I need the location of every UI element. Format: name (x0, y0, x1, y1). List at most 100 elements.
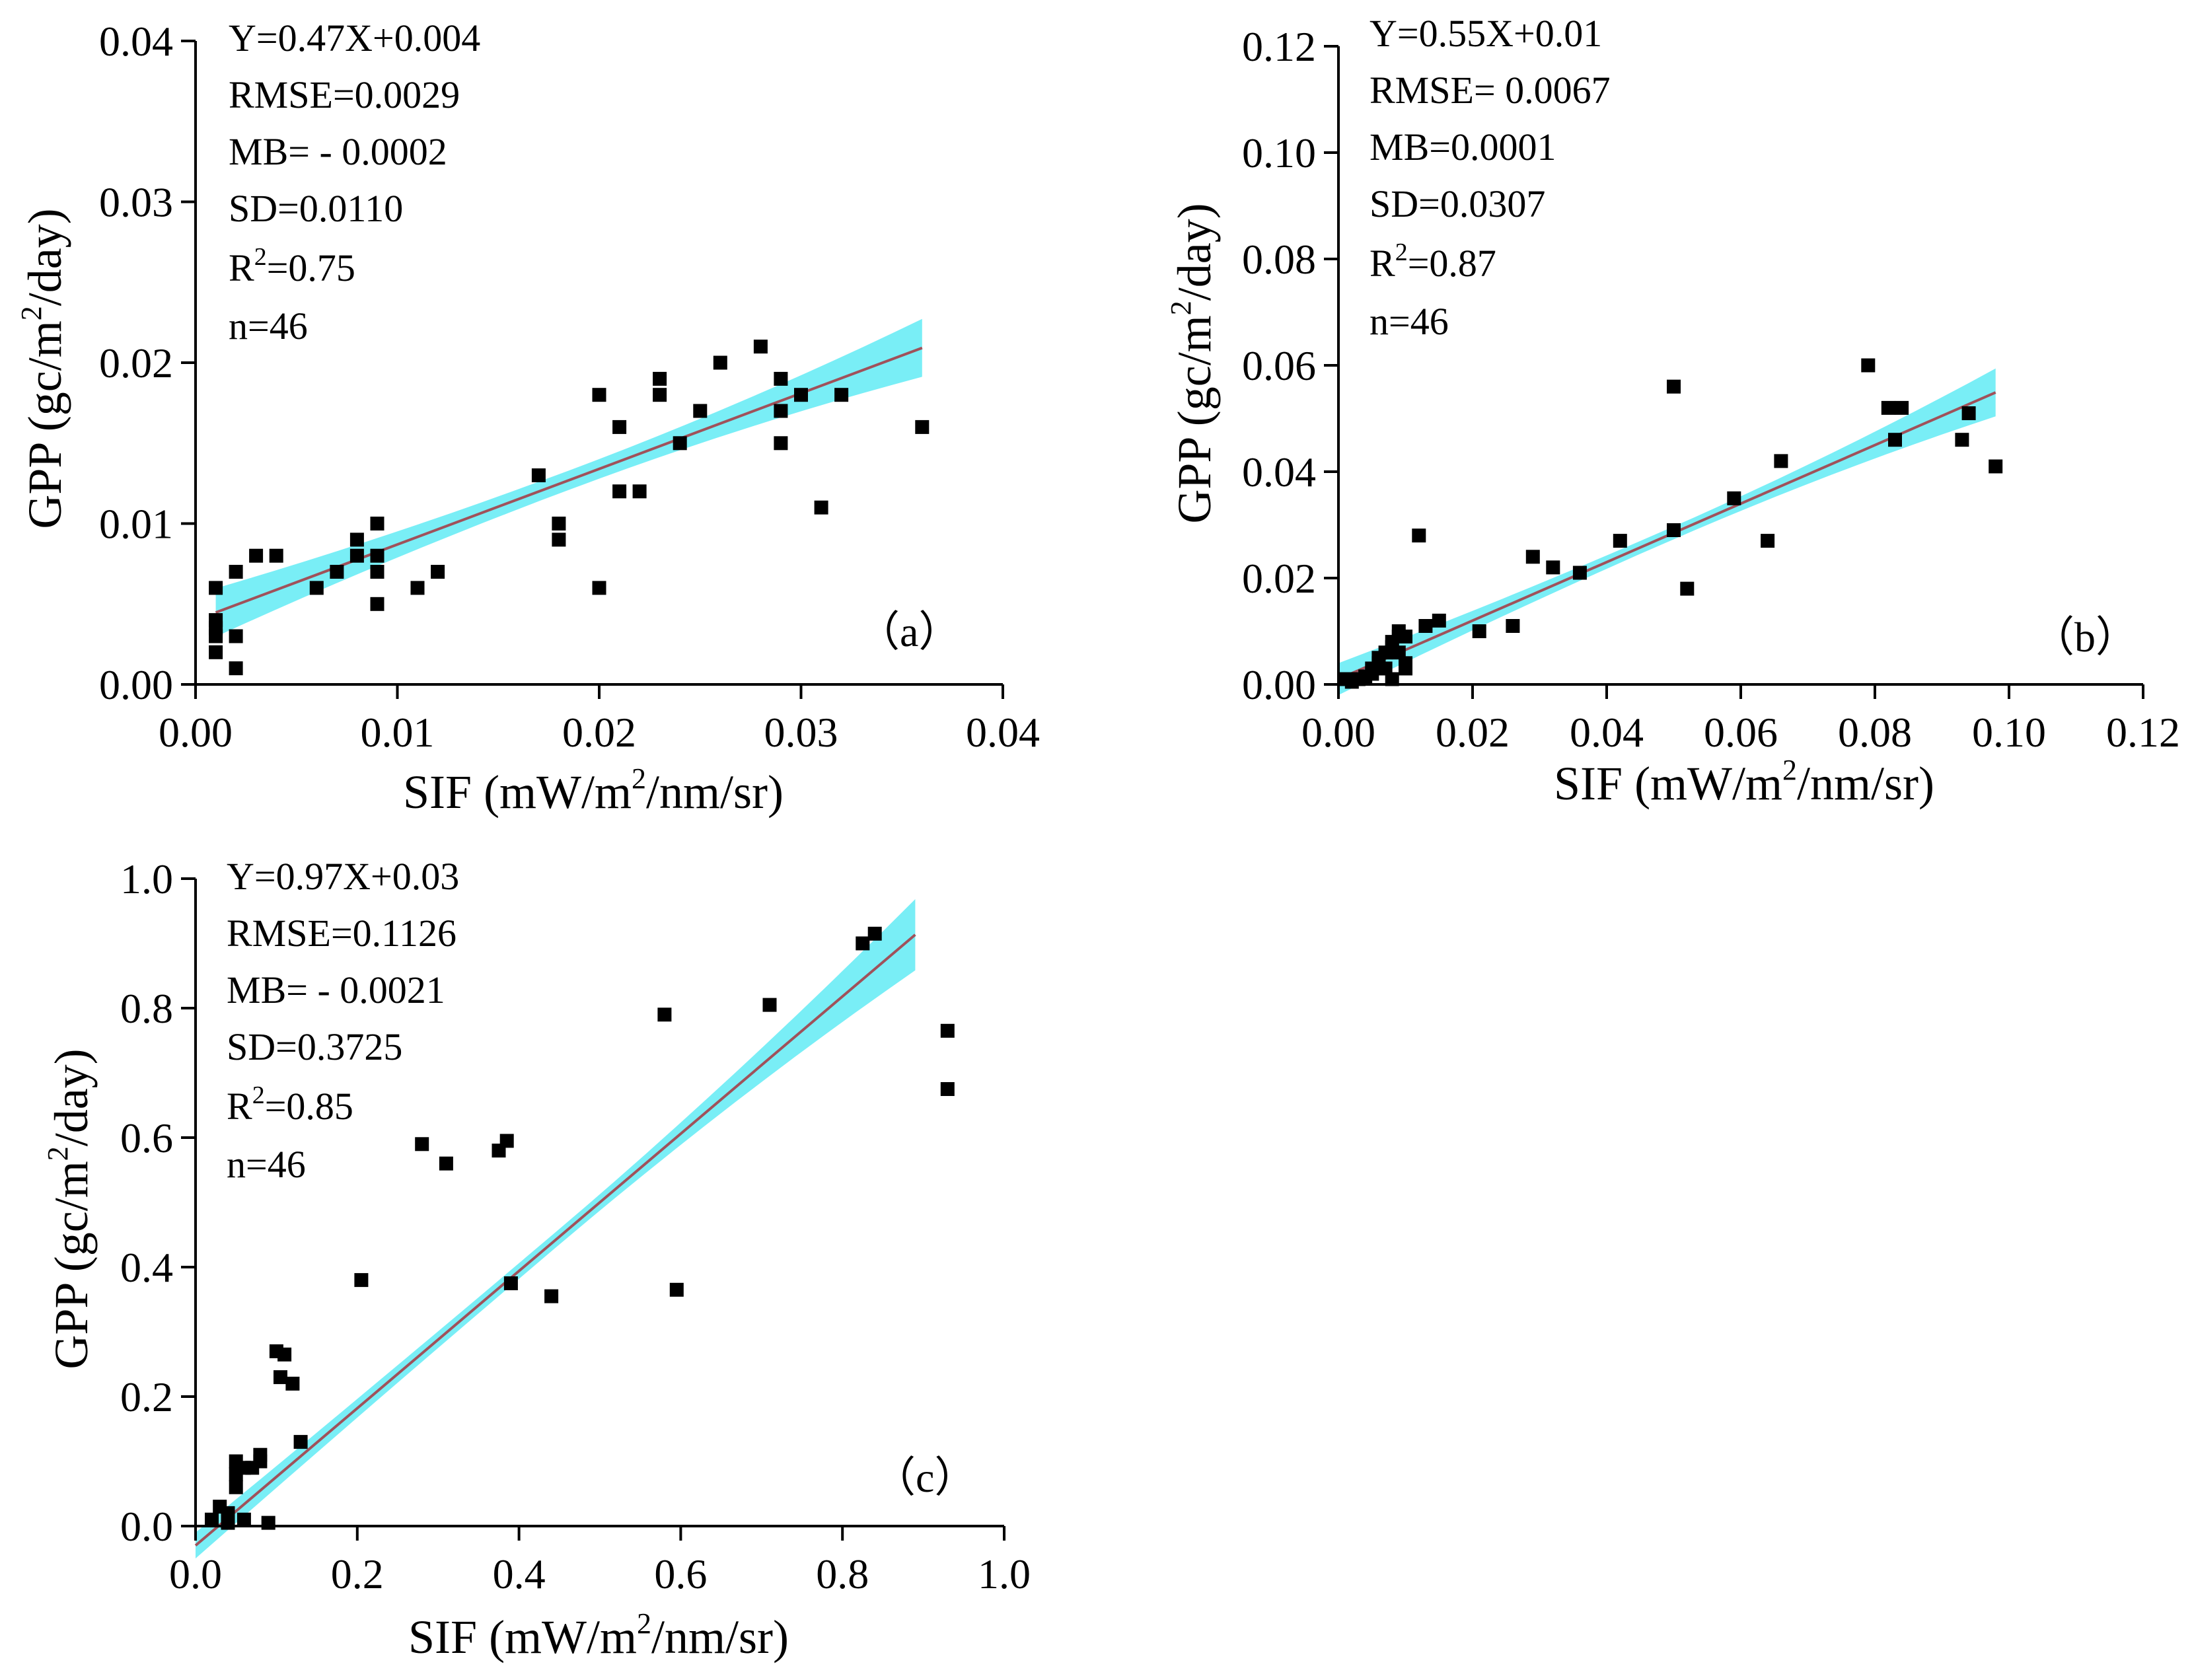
data-point (774, 404, 788, 418)
stats-block: Y=0.97X+0.03 RMSE=0.1126 MB= - 0.0021 SD… (227, 855, 459, 1186)
stat-r2: R2=0.87 (1370, 238, 1496, 285)
x-axis-title: SIF (mW/m2/nm/sr) (403, 762, 784, 819)
stat-r2-value: =0.87 (1408, 242, 1496, 285)
data-point (1546, 560, 1560, 575)
x-axis-title-sup: 2 (1782, 754, 1797, 786)
stats-block: Y=0.55X+0.01 RMSE= 0.0067 MB=0.0001 SD=0… (1370, 12, 1611, 343)
data-point (653, 388, 667, 402)
stat-r2-sup: 2 (254, 243, 267, 271)
data-point (544, 1289, 559, 1303)
data-point (552, 532, 566, 547)
panel-c: 0.0 0.2 0.4 0.6 0.8 1.0 0.0 0.2 0.4 0.6 0.8 1.0 （c）… (42, 855, 1031, 1663)
data-point (940, 1023, 955, 1038)
x-tick-label: 0.04 (1570, 709, 1644, 756)
data-point (762, 998, 777, 1012)
data-point (753, 340, 768, 354)
y-tick-label: 0.04 (1242, 449, 1316, 495)
panel-label: （b） (2032, 614, 2138, 661)
y-axis-title-sup: 2 (42, 1146, 74, 1161)
data-point (349, 548, 364, 563)
data-point (940, 1082, 955, 1096)
data-point (1418, 619, 1433, 633)
data-point (503, 1276, 518, 1290)
x-tick-label: 0.12 (2106, 709, 2180, 756)
stat-rmse: RMSE= 0.0067 (1370, 69, 1611, 112)
data-point (1399, 661, 1412, 676)
y-axis-title: GPP (gc/m2/day) (42, 1048, 98, 1369)
stat-sd: SD=0.0110 (229, 187, 403, 230)
stat-r2-prefix: R (227, 1085, 252, 1128)
stat-r2-sup: 2 (1395, 238, 1408, 266)
regression-line (215, 346, 923, 614)
data-point (415, 1137, 429, 1151)
data-point (1961, 406, 1976, 420)
data-point (774, 436, 788, 451)
y-tick-label: 0.8 (120, 985, 173, 1032)
data-point (229, 661, 243, 676)
stat-n: n=46 (229, 305, 308, 347)
y-axis-title-main: GPP (gc/m (45, 1161, 98, 1369)
stat-r2-prefix: R (229, 246, 254, 289)
data-point (1761, 534, 1775, 548)
data-point (1667, 523, 1681, 537)
y-axis-title-main: GPP (gc/m (18, 320, 71, 529)
x-tick-label: 0.02 (562, 709, 636, 756)
data-point (1895, 400, 1909, 415)
x-tick-label: 0.00 (159, 709, 233, 756)
x-axis-title: SIF (mW/m2/nm/sr) (1554, 754, 1934, 810)
data-point (221, 1516, 235, 1530)
data-point (1989, 459, 2003, 474)
y-axis-title-tail: /day) (45, 1048, 98, 1146)
y-tick-label: 0.06 (1242, 342, 1316, 389)
data-point (370, 565, 384, 579)
data-point (370, 517, 384, 530)
data-point (209, 581, 223, 595)
data-point (1506, 619, 1520, 633)
panel-label: （c） (873, 1454, 976, 1501)
data-point (205, 1512, 219, 1527)
y-tick-label: 0.10 (1242, 129, 1316, 176)
data-point (349, 532, 364, 547)
y-tick-label: 0.04 (99, 18, 173, 65)
y-tick-label: 0.2 (120, 1373, 173, 1420)
x-tick-label: 0.10 (1972, 709, 2046, 756)
data-point (439, 1156, 453, 1171)
data-point (612, 420, 627, 434)
data-point (274, 1370, 287, 1385)
data-point (229, 1480, 243, 1494)
stat-r2-value: =0.85 (265, 1085, 353, 1128)
y-axis-title-sup: 2 (15, 306, 48, 320)
data-point (410, 581, 425, 595)
y-tick-label: 0.03 (99, 179, 173, 226)
y-axis-title: GPP (gc/m2/day) (1165, 203, 1221, 523)
data-point (1861, 358, 1876, 373)
data-point (1727, 491, 1741, 505)
data-point (1680, 581, 1695, 596)
panel-label: （a） (858, 608, 961, 655)
x-axis-title-sup: 2 (632, 762, 646, 795)
stat-equation: Y=0.97X+0.03 (227, 855, 459, 898)
data-point (673, 436, 687, 451)
y-tick-label: 0.01 (99, 501, 173, 548)
data-point (834, 388, 849, 402)
data-point (1888, 433, 1902, 447)
stat-r2-value: =0.75 (267, 246, 355, 289)
data-point (253, 1454, 268, 1469)
x-tick-label: 0.6 (654, 1551, 707, 1597)
x-tick-label: 1.0 (978, 1551, 1031, 1597)
y-tick-label: 0.6 (120, 1114, 173, 1161)
stat-r2: R2=0.75 (229, 243, 355, 289)
data-point (915, 420, 930, 434)
x-tick-label: 0.02 (1436, 709, 1510, 756)
x-tick-label: 0.08 (1838, 709, 1912, 756)
stat-r2-prefix: R (1370, 242, 1395, 285)
x-tick-label: 0.4 (493, 1551, 546, 1597)
data-point (370, 597, 384, 611)
x-tick-label: 0.00 (1301, 709, 1375, 756)
data-point (1881, 400, 1895, 415)
stat-rmse: RMSE=0.1126 (227, 912, 457, 955)
x-axis-title-main: SIF (mW/m (408, 1611, 637, 1663)
y-tick-label: 0.02 (1242, 555, 1316, 602)
x-tick-label: 0.01 (361, 709, 435, 756)
data-point (1472, 624, 1486, 638)
